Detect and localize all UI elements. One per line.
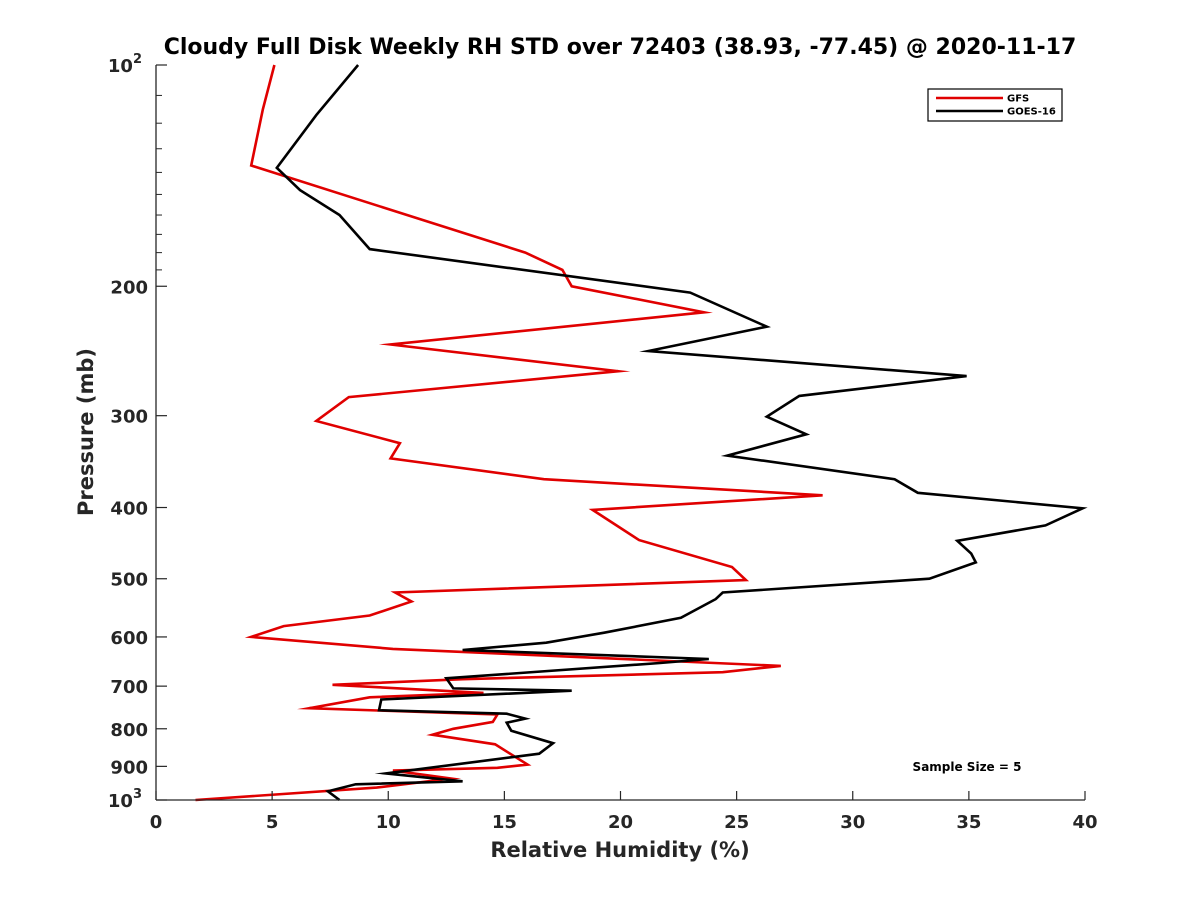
legend-label: GOES-16 [1007,107,1056,118]
sample-size-annotation: Sample Size = 5 [913,760,1022,774]
x-axis-label: Relative Humidity (%) [490,838,749,862]
y-tick-label: 600 [110,628,148,649]
x-tick-label: 25 [724,812,749,833]
y-tick-label: 900 [110,757,148,778]
x-tick-label: 30 [840,812,865,833]
y-tick-label: 800 [110,720,148,741]
y-tick-label: 103 [108,787,142,812]
x-tick-label: 10 [376,812,401,833]
x-tick-label: 5 [266,812,279,833]
series-line-gfs [195,64,823,802]
x-tick-label: 40 [1072,812,1097,833]
chart-title: Cloudy Full Disk Weekly RH STD over 7240… [164,35,1077,60]
y-tick-label: 102 [108,52,142,77]
x-tick-label: 20 [608,812,633,833]
x-tick-label: 35 [956,812,981,833]
legend: GFS GOES-16 [927,88,1063,122]
legend-label: GFS [1007,94,1029,105]
y-tick-label: 300 [110,407,148,428]
y-tick-label: 500 [110,570,148,591]
axes-layer: 0 5 10 15 20 25 30 35 40 102 200 300 400 500 600 700 800… [108,52,1098,833]
series-layer [195,64,1088,802]
series-line-goes-16 [275,64,1088,802]
legend-box [927,88,1063,122]
y-tick-label: 200 [110,277,148,298]
y-axis-label: Pressure (mb) [74,348,98,516]
x-tick-label: 0 [150,812,163,833]
y-tick-label: 400 [110,499,148,520]
y-tick-label: 700 [110,677,148,698]
x-tick-label: 15 [492,812,517,833]
